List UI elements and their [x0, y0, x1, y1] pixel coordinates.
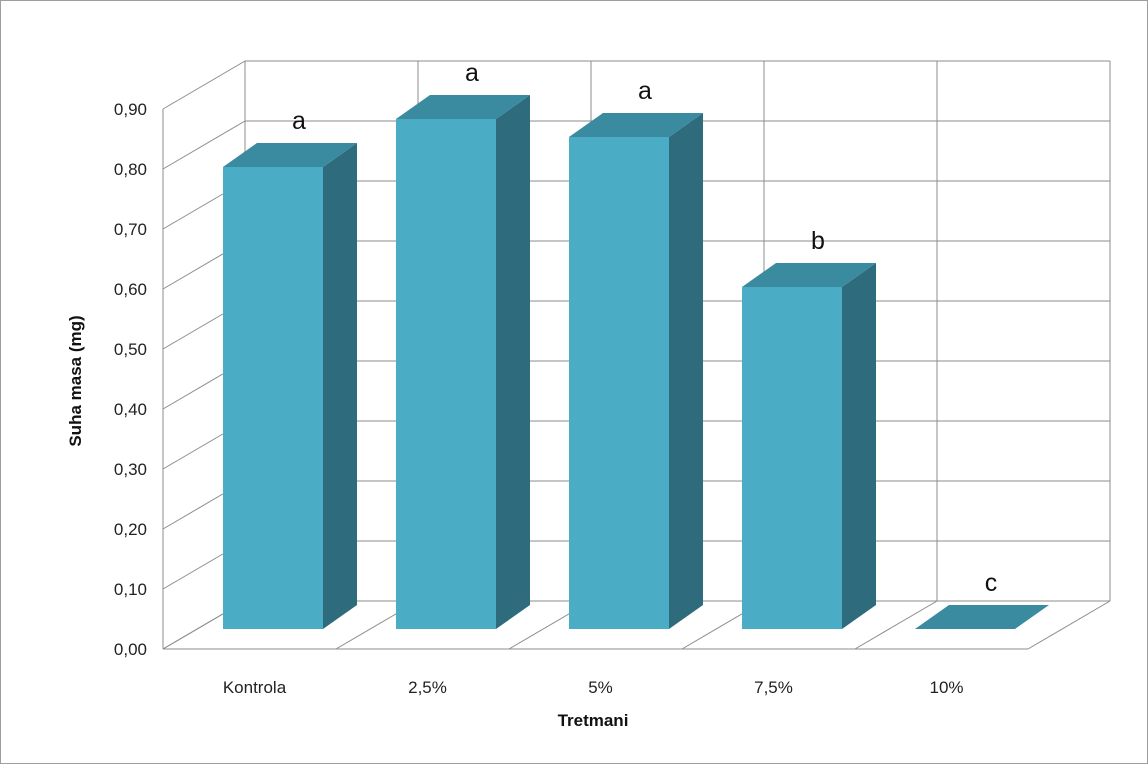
- y-tick-label: 0,90: [114, 100, 147, 119]
- bar-top: [223, 143, 357, 167]
- y-tick-label: 0,10: [114, 580, 147, 599]
- y-axis-ticks: 0,00 0,10 0,20 0,30 0,40 0,50 0,60 0,70 0,80 0,90: [114, 100, 147, 659]
- significance-label: a: [292, 107, 306, 135]
- bar-top: [742, 263, 876, 287]
- x-tick-label: 5%: [588, 678, 613, 697]
- bar-side: [496, 95, 530, 629]
- x-tick-label: Kontrola: [223, 678, 287, 697]
- gridline-side: [162, 60, 246, 110]
- bar-side: [669, 113, 703, 629]
- y-tick-label: 0,80: [114, 160, 147, 179]
- y-tick-label: 0,60: [114, 280, 147, 299]
- y-tick-label: 0,20: [114, 520, 147, 539]
- floor-gridline: [1027, 600, 1111, 650]
- y-tick-label: 0,70: [114, 220, 147, 239]
- bar-top: [569, 113, 703, 137]
- gridline-side: [162, 120, 246, 170]
- bar: c: [915, 569, 1049, 629]
- x-tick-label: 10%: [929, 678, 963, 697]
- bar: b: [742, 227, 876, 629]
- x-tick-label: 2,5%: [408, 678, 447, 697]
- y-tick-label: 0,50: [114, 340, 147, 359]
- significance-label: a: [465, 59, 479, 87]
- x-axis-ticks: Kontrola 2,5% 5% 7,5% 10%: [223, 678, 964, 697]
- bar: a: [569, 77, 703, 629]
- y-tick-label: 0,00: [114, 640, 147, 659]
- significance-label: c: [985, 569, 998, 597]
- y-tick-label: 0,30: [114, 460, 147, 479]
- x-axis-title: Tretmani: [558, 711, 629, 730]
- bar: a: [396, 59, 530, 629]
- bar-side: [842, 263, 876, 629]
- significance-label: b: [811, 227, 825, 255]
- bar-top: [915, 605, 1049, 629]
- bar: a: [223, 107, 357, 629]
- bar-top: [396, 95, 530, 119]
- x-tick-label: 7,5%: [754, 678, 793, 697]
- y-tick-label: 0,40: [114, 400, 147, 419]
- bar-front: [742, 287, 842, 629]
- bar-side: [323, 143, 357, 629]
- significance-label: a: [638, 77, 652, 105]
- floor-gridline: [854, 600, 938, 650]
- bar-front: [569, 137, 669, 629]
- bars-layer: a a a b c: [223, 59, 1049, 629]
- y-axis-title: Suha masa (mg): [66, 315, 85, 446]
- bar-front: [396, 119, 496, 629]
- bar-front: [223, 167, 323, 629]
